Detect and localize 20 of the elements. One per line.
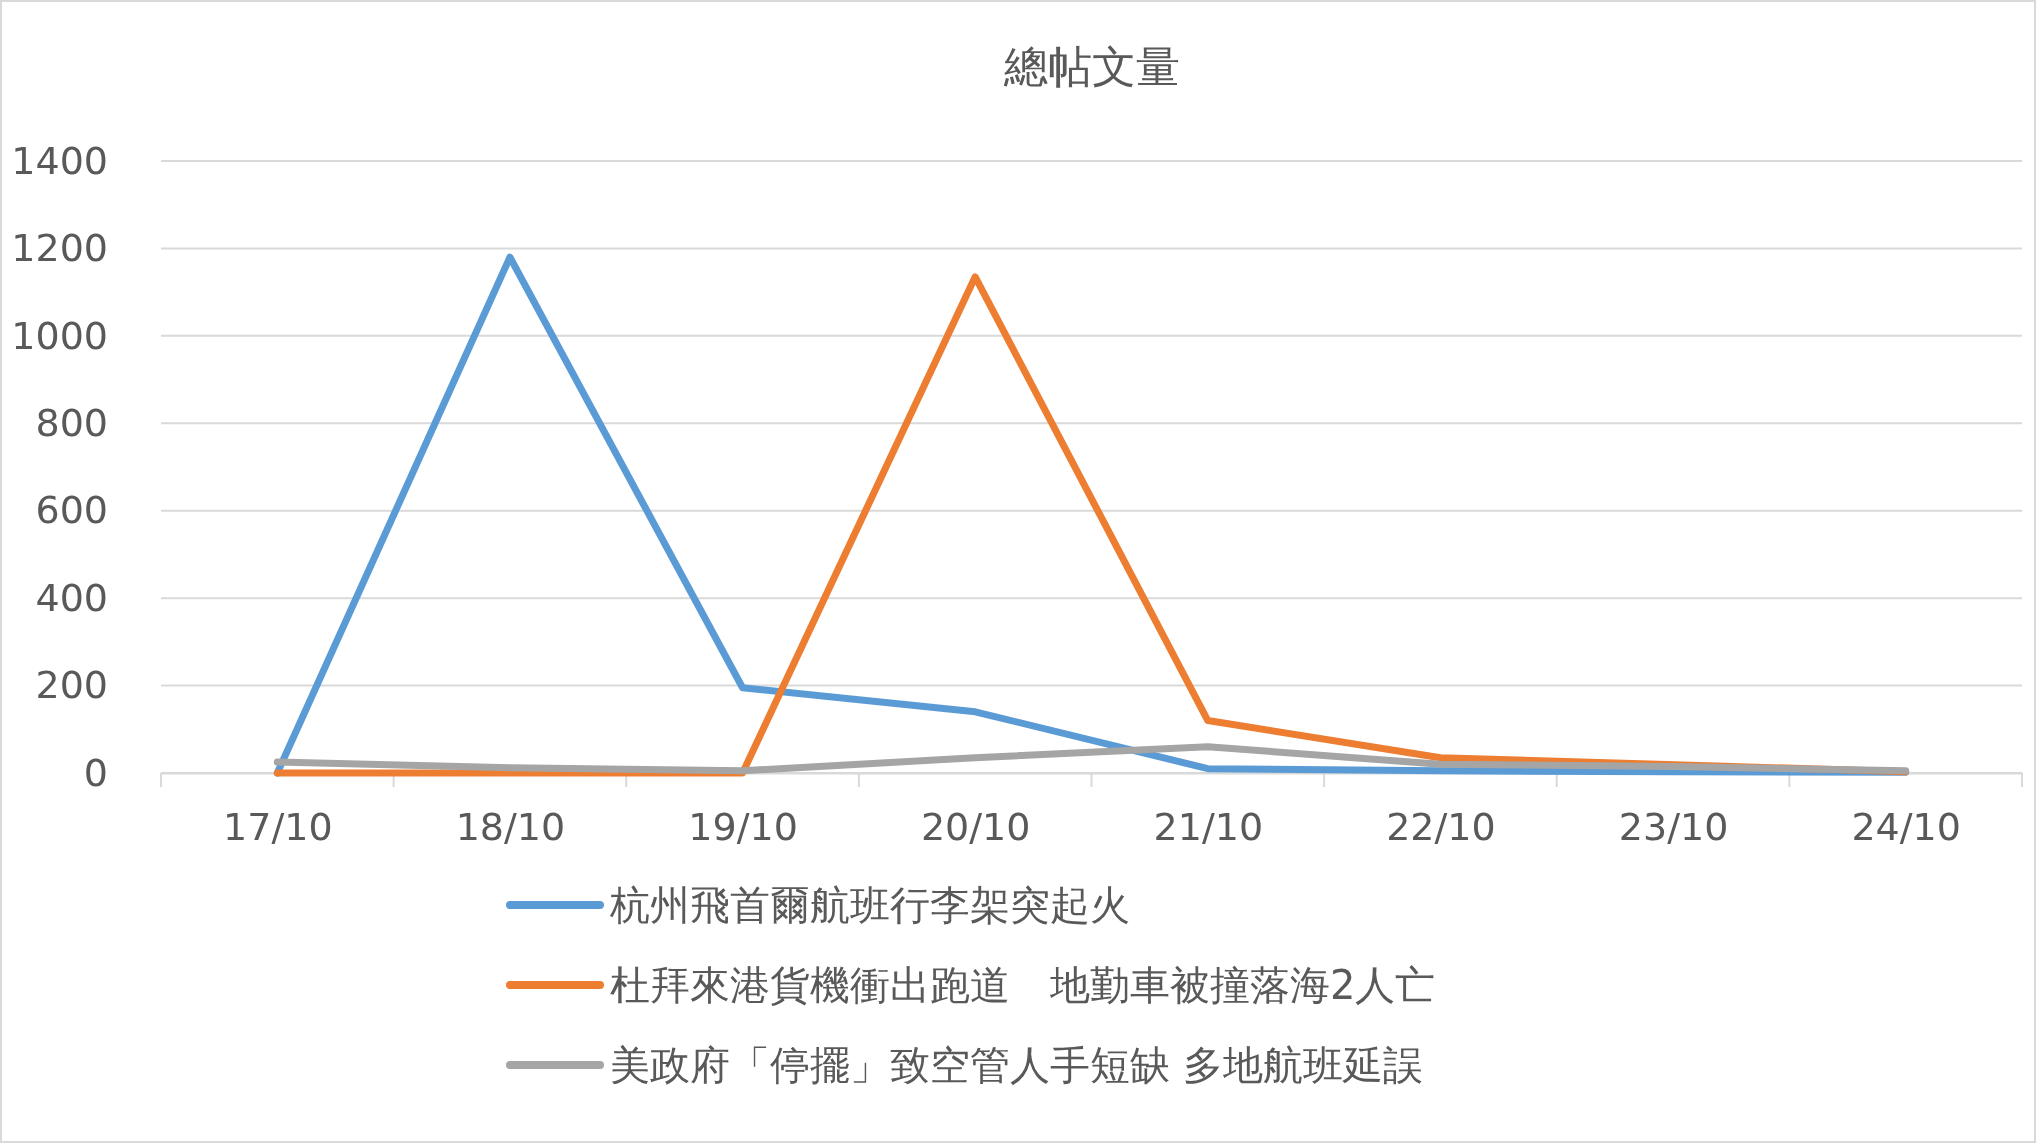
x-tick-label: 24/10 — [1851, 804, 1961, 849]
y-tick-label: 600 — [35, 488, 108, 533]
y-tick-label: 0 — [83, 750, 108, 795]
y-tick-label: 200 — [35, 663, 108, 708]
x-tick-label: 18/10 — [455, 804, 566, 849]
x-tick-label: 23/10 — [1618, 804, 1729, 849]
legend-label: 杜拜來港貨機衝出跑道 地勤車被撞落海2人亡 — [610, 962, 1436, 1008]
y-tick-label: 400 — [35, 575, 108, 620]
x-tick-label: 17/10 — [223, 804, 333, 849]
y-tick-label: 1000 — [11, 313, 108, 358]
y-tick-label: 800 — [35, 400, 108, 445]
y-tick-label: 1400 — [11, 138, 108, 183]
x-tick-label: 20/10 — [920, 804, 1031, 849]
x-tick-label: 22/10 — [1386, 804, 1496, 849]
x-tick-label: 21/10 — [1153, 804, 1264, 849]
y-tick-label: 1200 — [11, 226, 108, 271]
x-tick-label: 19/10 — [688, 804, 798, 849]
chart-title: 總帖文量 — [1002, 41, 1180, 92]
legend-label: 美政府「停擺」致空管人手短缺 多地航班延誤 — [610, 1042, 1423, 1088]
legend-label: 杭州飛首爾航班行李架突起火 — [609, 882, 1130, 928]
